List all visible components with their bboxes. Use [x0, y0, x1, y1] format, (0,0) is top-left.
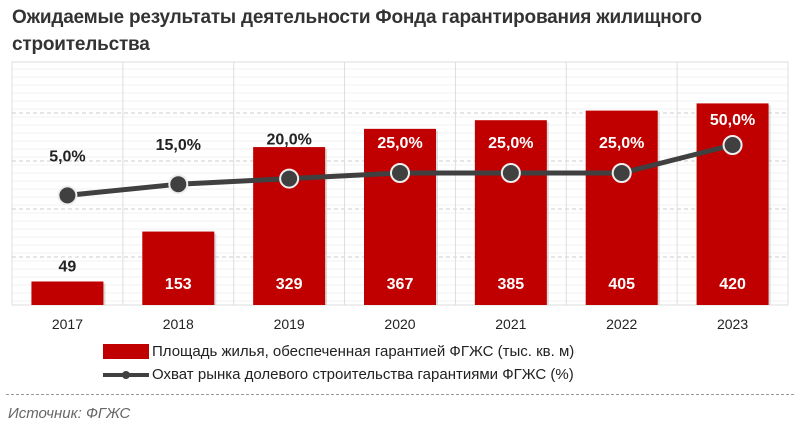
- line-point: [279, 168, 300, 189]
- legend-item-line: Охват рынка долевого строительства гаран…: [103, 366, 574, 383]
- separator: [6, 394, 794, 395]
- line-value-label: 25,0%: [599, 135, 644, 152]
- chart-title: Ожидаемые результаты деятельности Фонда …: [12, 7, 702, 55]
- bar-2020: [364, 128, 436, 305]
- line-value-label: 15,0%: [156, 137, 201, 154]
- line-value-label: 50,0%: [710, 112, 755, 129]
- bar-value-label: 329: [276, 276, 303, 293]
- bar-2017: [31, 281, 104, 305]
- bar-value-label: 49: [59, 258, 77, 275]
- legend-label-bars: Площадь жилья, обеспеченная гарантией ФГ…: [152, 343, 575, 360]
- line-point: [722, 135, 743, 155]
- source-note: Источник: ФГЖС: [8, 405, 131, 422]
- bar-2018: [142, 231, 215, 305]
- x-tick-label: 2022: [606, 316, 637, 332]
- line-value-label: 25,0%: [377, 135, 422, 152]
- line-point: [500, 163, 521, 183]
- x-tick-label: 2018: [163, 316, 194, 332]
- bar-value-label: 420: [719, 276, 746, 293]
- bar-value-label: 385: [498, 276, 525, 293]
- x-tick-label: 2021: [495, 316, 526, 332]
- line-value-label: 20,0%: [266, 132, 311, 149]
- line-value-label: 5,0%: [49, 148, 85, 165]
- bar-value-label: 153: [165, 276, 192, 293]
- line-point: [611, 163, 632, 183]
- line-point: [57, 185, 78, 206]
- legend-item-bars: Площадь жилья, обеспеченная гарантией ФГ…: [103, 343, 574, 360]
- legend-line-swatch: [103, 367, 149, 382]
- line-value-label: 25,0%: [488, 135, 533, 152]
- line-point: [390, 163, 410, 183]
- bar-2021: [474, 120, 547, 305]
- legend-bar-swatch: [103, 344, 149, 359]
- x-tick-label: 2020: [384, 316, 415, 332]
- x-tick-label: 2019: [274, 316, 305, 332]
- x-tick-label: 2017: [52, 316, 83, 332]
- x-tick-label: 2023: [717, 316, 748, 332]
- bar-value-label: 367: [387, 276, 414, 293]
- line-point: [168, 174, 189, 195]
- bar-2023: [696, 103, 769, 306]
- bar-2022: [585, 110, 658, 305]
- legend-label-line: Охват рынка долевого строительства гаран…: [152, 366, 574, 383]
- bar-value-label: 405: [608, 276, 635, 293]
